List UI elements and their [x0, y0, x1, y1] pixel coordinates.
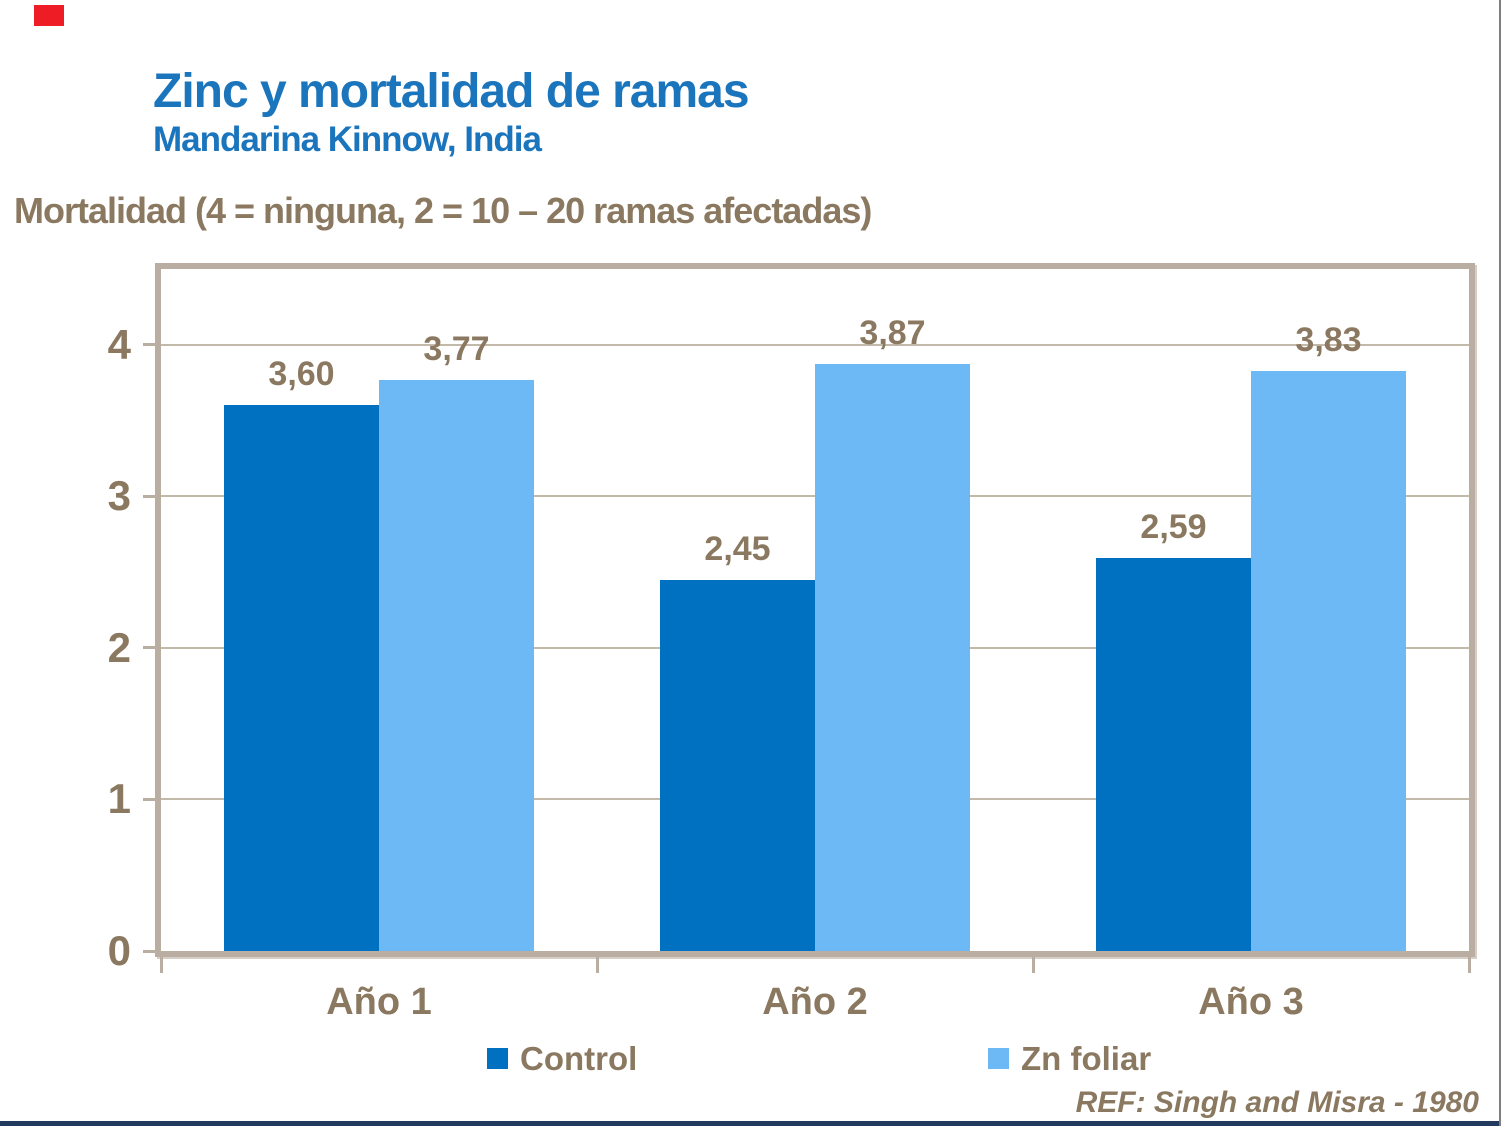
bar-value-control-a-o-1: 3,60	[268, 355, 335, 394]
y-tick-label-3: 3	[107, 472, 131, 520]
chart-subtitle: Mandarina Kinnow, India	[153, 120, 542, 159]
right-edge-line	[1499, 0, 1501, 1126]
y-tick-label-4: 4	[107, 320, 131, 368]
legend-swatch-zn-foliar	[988, 1048, 1009, 1069]
bottom-accent-strip	[0, 1121, 1501, 1126]
chart-title: Zinc y mortalidad de ramas	[153, 65, 750, 118]
x-tick-mark-1	[595, 957, 599, 973]
bar-value-control-a-o-2: 2,45	[704, 529, 771, 568]
bar-control-a-o-3	[1096, 558, 1251, 951]
x-axis-label-a-o-1: Año 1	[326, 981, 432, 1023]
y-tick-mark-1	[143, 797, 159, 801]
y-tick-mark-3	[143, 494, 159, 498]
x-tick-mark-2	[1031, 957, 1035, 973]
bar-zn-foliar-a-o-1	[379, 379, 534, 951]
bar-value-control-a-o-3: 2,59	[1140, 508, 1207, 547]
y-tick-mark-2	[143, 646, 159, 650]
red-corner-marker	[34, 5, 64, 26]
bar-zn-foliar-a-o-2	[815, 364, 970, 951]
legend-label-control: Control	[520, 1040, 638, 1077]
x-axis-label-a-o-2: Año 2	[762, 981, 868, 1023]
x-tick-mark-3	[1467, 957, 1471, 973]
legend-label-zn-foliar: Zn foliar	[1021, 1040, 1152, 1077]
y-tick-label-2: 2	[107, 623, 131, 671]
bar-value-zn-foliar-a-o-3: 3,83	[1295, 320, 1362, 359]
legend-entry-zn-foliar: Zn foliar	[988, 1042, 1151, 1075]
bar-value-zn-foliar-a-o-1: 3,77	[423, 329, 490, 368]
y-tick-label-0: 0	[107, 927, 131, 974]
x-tick-mark-0	[159, 957, 163, 973]
bar-zn-foliar-a-o-3	[1251, 370, 1406, 951]
bar-value-zn-foliar-a-o-2: 3,87	[859, 314, 926, 353]
y-tick-label-1: 1	[107, 775, 131, 823]
y-axis-title: Mortalidad (4 = ninguna, 2 = 10 – 20 ram…	[14, 190, 872, 231]
legend-swatch-control	[487, 1048, 508, 1069]
x-axis-label-a-o-3: Año 3	[1198, 981, 1304, 1023]
bar-control-a-o-1	[224, 405, 379, 951]
y-tick-mark-0	[143, 949, 159, 953]
y-tick-mark-4	[143, 343, 159, 347]
legend-entry-control: Control	[487, 1042, 637, 1075]
gridline-4	[161, 343, 1469, 346]
source-reference: REF: Singh and Misra - 1980	[1075, 1086, 1479, 1119]
bar-control-a-o-2	[660, 579, 815, 951]
